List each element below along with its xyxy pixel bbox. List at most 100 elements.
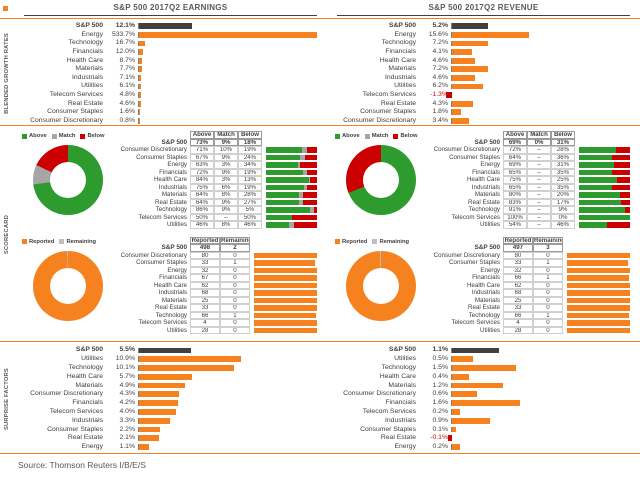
bar-segment-above [579, 154, 612, 160]
value-cell: 83% [503, 198, 527, 206]
value-cell: 3% [214, 176, 238, 184]
value-cell: 0 [220, 304, 250, 312]
sector-value: 1.5% [432, 363, 449, 371]
table-row-technology: Technology 66 1 [431, 311, 632, 319]
bar-area [563, 260, 632, 266]
bar-row-real-estate: Real Estate 4.6% [14, 99, 317, 108]
revenue-scorecard-table: Above Match Below S&P 500 69% 0% 31% Consumer D… [431, 131, 632, 229]
row-bar [254, 267, 317, 273]
sector-label: Technology [68, 39, 103, 47]
bar-track [138, 382, 317, 389]
bar-segment-reported [254, 327, 317, 333]
value-bar [445, 92, 452, 98]
bar-segment-above [266, 147, 303, 153]
sector-label: Financials [385, 48, 416, 56]
row-label: S&P 500 [161, 138, 187, 146]
bar-row-financials: Financials 12.0% [14, 48, 317, 57]
table-row-technology: Technology 91% –9% [431, 206, 632, 214]
sector-value: 1.2% [432, 381, 449, 389]
row-bar [579, 147, 630, 153]
value-cell: 73% [190, 138, 214, 146]
bar-segment-below [615, 147, 630, 153]
bar-segment-reported [254, 320, 317, 326]
sector-value: 3.4% [432, 116, 449, 124]
value-bar [452, 426, 457, 433]
bar-area [262, 177, 319, 183]
value-bar [139, 23, 193, 30]
bar-row-technology: Technology 16.7% [14, 39, 317, 48]
bar-segment-above [266, 162, 299, 168]
bar-track [451, 100, 630, 107]
row-label: Health Care [466, 176, 500, 184]
row-bar [254, 312, 317, 318]
sector-value: 5.7% [119, 372, 136, 380]
value-cell: 64% [503, 153, 527, 161]
bar-track [451, 373, 630, 380]
row-bar [254, 305, 317, 311]
table-row-consumer-discretionary: Consumer Discretionary 72% –28% [431, 146, 632, 154]
bar-area [250, 305, 319, 311]
bar-area [262, 162, 319, 168]
value-cell: 80 [190, 251, 220, 259]
revenue-scorecard-half: Above Match Below Above Match Below S&P 500… [327, 129, 640, 341]
table-row-financials: Financials 72% 9% 19% [118, 168, 319, 176]
blended-growth-section: BLENDED GROWTH RATES S&P 500 12.1% Energy 5… [0, 18, 640, 125]
value-cell: 9% [214, 206, 238, 214]
bar-segment-reported [254, 260, 316, 266]
row-label: Consumer Staples [136, 259, 187, 267]
sector-value: -1.3% [430, 91, 448, 99]
row-label: Telecom Services [138, 319, 187, 327]
value-cell: 72% [190, 168, 214, 176]
bar-segment-reported [254, 312, 317, 318]
row-label: Energy [480, 161, 500, 169]
legend-below: Below [393, 133, 418, 139]
bar-area [250, 275, 319, 281]
bar-segment-reported [567, 282, 630, 288]
sector-label: Energy [394, 30, 416, 38]
scorecard-section: SCORECARD Above Match Below Above Match Be… [0, 125, 640, 341]
row-bar [266, 222, 317, 228]
value-cell: 0 [533, 281, 563, 289]
sector-label: Materials [75, 65, 103, 73]
bar-area [575, 147, 632, 153]
bar-track [138, 400, 317, 407]
column-header-below: Below [551, 131, 575, 139]
sector-value: 5.2% [432, 22, 449, 30]
row-label: S&P 500 [474, 138, 500, 146]
row-bar [579, 214, 630, 220]
table-row-industrials: Industrials 68 0 [431, 289, 632, 297]
value-cell: 69% [503, 161, 527, 169]
bar-segment-below [303, 199, 317, 205]
table-row-energy: Energy 32 0 [431, 266, 632, 274]
bar-segment-match [298, 199, 304, 205]
value-cell: 0 [533, 296, 563, 304]
row-bar [567, 320, 630, 326]
bar-segment-below [619, 192, 630, 198]
scorecard-section-label: SCORECARD [4, 215, 10, 255]
bar-row-health-care: Health Care 8.7% [14, 56, 317, 65]
bar-track [138, 66, 317, 73]
value-cell: 67 [190, 274, 220, 282]
sector-label: Materials [388, 65, 416, 73]
value-cell: 32 [190, 266, 220, 274]
bar-area [575, 177, 632, 183]
value-cell: 100% [503, 213, 527, 221]
revenue-surprise-half: S&P 500 1.1% Utilities 0.5% Technology 1.5% He… [327, 345, 640, 453]
row-label: Utilities [167, 326, 187, 334]
bar-area [250, 260, 319, 266]
table-row-telecom-services: Telecom Services 100% –0% [431, 213, 632, 221]
value-bar [139, 31, 317, 38]
earnings-header-half: S&P 500 2017Q2 EARNINGS [14, 0, 327, 18]
row-label: Materials [474, 191, 500, 199]
value-bar [452, 23, 488, 30]
value-bar [139, 426, 160, 433]
value-cell: 65% [503, 183, 527, 191]
table-row-real-estate: Real Estate 83% –17% [431, 198, 632, 206]
value-bar [452, 373, 469, 380]
sector-label: Materials [75, 381, 103, 389]
bar-segment-above [579, 177, 618, 183]
revenue-growth-chart: S&P 500 5.2% Energy 15.6% Technology 7.2% Fina… [327, 21, 640, 125]
value-cell: 10% [214, 146, 238, 154]
row-label: Telecom Services [451, 319, 500, 327]
sector-label: S&P 500 [75, 22, 103, 30]
